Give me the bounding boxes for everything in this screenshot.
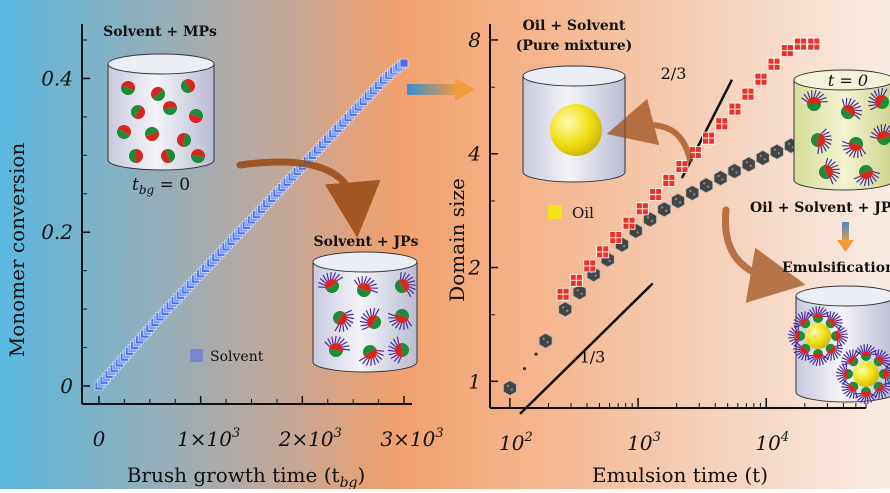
connector-dot	[534, 353, 537, 356]
cylinder-emulsion	[788, 286, 890, 404]
black-point-dot	[637, 231, 639, 233]
right-y-tick-label: 8	[468, 28, 481, 52]
black-data-point	[700, 178, 713, 193]
black-point-dot	[778, 152, 780, 154]
legend-solvent-marker	[190, 349, 203, 362]
black-point-dot	[764, 158, 766, 160]
cylinder-mps	[108, 54, 214, 170]
label-pure-mixture: (Pure mixture)	[516, 38, 633, 54]
label-t-zero: t = 0	[828, 71, 868, 90]
oil-droplet	[550, 104, 602, 156]
label-oil-solvent: Oil + Solvent	[523, 18, 626, 34]
black-point-dot	[580, 293, 582, 295]
left-x-tick-label: 3×103	[380, 426, 443, 451]
black-point-dot	[735, 171, 737, 173]
legend-oil-label: Oil	[572, 204, 594, 222]
slope-label-two-thirds: 2/3	[661, 64, 687, 83]
right-ylabel: Domain size	[445, 178, 469, 302]
black-point-dot	[731, 168, 733, 170]
black-data-point	[672, 194, 685, 209]
legend-oil-marker	[548, 205, 562, 219]
black-data-point	[742, 157, 755, 172]
black-point-dot	[750, 165, 752, 167]
black-data-point	[686, 186, 699, 201]
black-point-dot	[693, 193, 695, 195]
black-point-dot	[546, 341, 548, 343]
label-emulsification: Emulsification	[782, 260, 890, 276]
black-data-point	[573, 285, 586, 300]
left-y-tick-label: 0.4	[41, 66, 73, 90]
legend-solvent-label: Solvent	[210, 349, 264, 365]
black-point-dot	[760, 155, 762, 157]
black-data-point	[770, 144, 783, 159]
black-point-dot	[542, 338, 544, 340]
black-data-point	[728, 164, 741, 179]
black-point-dot	[609, 260, 611, 262]
black-point-dot	[689, 190, 691, 192]
left-y-tick-label: 0	[60, 374, 73, 398]
black-point-dot	[707, 186, 709, 188]
mp-particle	[129, 149, 143, 163]
left-y-tick-label: 0.2	[41, 220, 73, 244]
black-point-dot	[661, 206, 663, 208]
connector-dot	[523, 367, 526, 370]
black-point-dot	[717, 175, 719, 177]
black-point-dot	[651, 220, 653, 222]
left-x-tick-label: 2×103	[278, 426, 342, 451]
black-point-dot	[788, 143, 790, 145]
black-data-point	[714, 171, 727, 186]
black-point-dot	[679, 201, 681, 203]
black-point-dot	[507, 385, 509, 387]
left-x-tick-label: 0	[93, 427, 106, 451]
black-point-dot	[576, 289, 578, 291]
cylinder-jps	[313, 252, 421, 372]
black-point-dot	[746, 161, 748, 163]
label-solvent-jps: Solvent + JPs	[314, 234, 419, 250]
black-point-dot	[623, 245, 625, 247]
black-point-dot	[511, 388, 513, 390]
black-data-point	[658, 202, 671, 217]
right-xlabel: Emulsion time (t)	[592, 463, 768, 487]
black-point-dot	[703, 182, 705, 184]
left-x-tick-label: 1×103	[177, 426, 240, 451]
black-data-point	[503, 381, 516, 396]
black-data-point	[756, 150, 769, 165]
black-point-dot	[566, 310, 568, 312]
black-point-dot	[675, 198, 677, 200]
black-data-point	[539, 333, 552, 348]
black-point-dot	[647, 216, 649, 218]
black-point-dot	[665, 210, 667, 212]
black-point-dot	[562, 306, 564, 308]
black-point-dot	[774, 149, 776, 151]
right-y-tick-label: 1	[468, 369, 481, 393]
black-point-dot	[721, 178, 723, 180]
black-point-dot	[594, 275, 596, 277]
label-oil-solvent-jps: Oil + Solvent + JPs	[750, 200, 890, 216]
label-solvent-mps: Solvent + MPs	[103, 24, 217, 40]
slope-label-one-third: 1/3	[580, 348, 606, 367]
black-data-point	[559, 302, 572, 317]
right-y-tick-label: 2	[467, 256, 481, 280]
cylinder-oil	[523, 66, 625, 182]
left-data-point	[400, 59, 408, 67]
left-ylabel: Monomer conversion	[5, 143, 29, 358]
right-y-tick-label: 4	[467, 142, 481, 166]
left-xlabel: Brush growth time (tbg)	[127, 463, 366, 489]
